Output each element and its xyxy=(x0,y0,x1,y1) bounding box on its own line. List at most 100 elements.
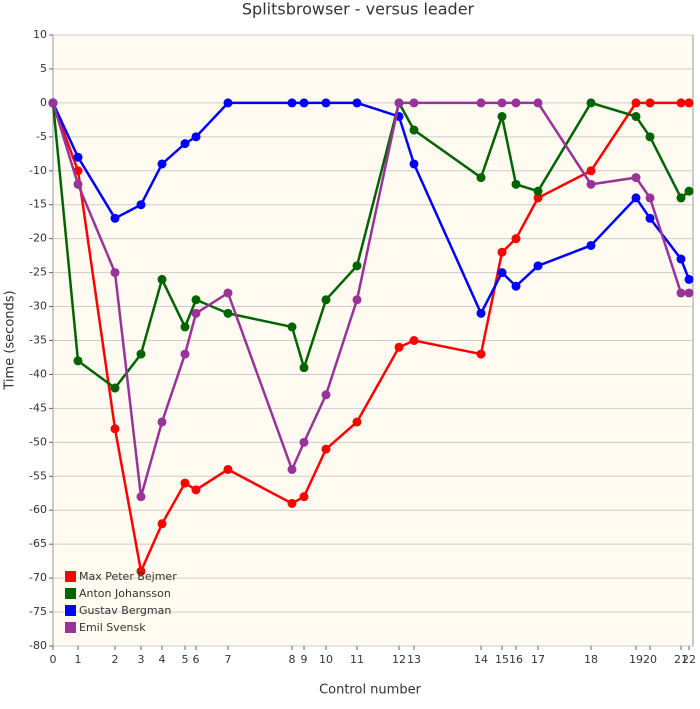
data-point xyxy=(321,444,331,454)
data-point xyxy=(136,492,146,502)
x-tick-label: 20 xyxy=(643,653,657,666)
data-point xyxy=(533,98,543,108)
data-point xyxy=(287,98,297,108)
y-tick-label: -10 xyxy=(29,164,47,177)
y-tick-label: -70 xyxy=(29,571,47,584)
data-point xyxy=(645,213,655,223)
data-point xyxy=(299,363,309,373)
y-tick-label: -40 xyxy=(29,367,47,380)
y-tick-label: 10 xyxy=(33,28,47,41)
y-tick-label: -35 xyxy=(29,334,47,347)
legend-swatch xyxy=(65,571,76,582)
x-tick-label: 17 xyxy=(531,653,545,666)
data-point xyxy=(191,308,201,318)
data-point xyxy=(511,98,521,108)
data-point xyxy=(157,159,167,169)
x-tick-label: 22 xyxy=(682,653,696,666)
y-tick-label: 0 xyxy=(40,96,47,109)
x-tick-label: 13 xyxy=(407,653,421,666)
data-point xyxy=(676,193,686,203)
y-tick-label: -55 xyxy=(29,469,47,482)
data-point xyxy=(191,132,201,142)
x-tick-label: 14 xyxy=(474,653,488,666)
x-tick-label: 1 xyxy=(75,653,82,666)
x-tick-label: 15 xyxy=(495,653,509,666)
data-point xyxy=(352,417,362,427)
data-point xyxy=(684,288,694,298)
x-tick-label: 10 xyxy=(319,653,333,666)
data-point xyxy=(223,464,233,474)
legend-label: Emil Svensk xyxy=(79,621,146,634)
data-point xyxy=(136,566,146,576)
data-point xyxy=(180,349,190,359)
legend-label: Max Peter Bejmer xyxy=(79,570,177,583)
data-point xyxy=(497,247,507,257)
y-tick-label: -65 xyxy=(29,537,47,550)
data-point xyxy=(352,98,362,108)
x-tick-label: 5 xyxy=(182,653,189,666)
legend-swatch xyxy=(65,588,76,599)
y-tick-label: -5 xyxy=(36,130,47,143)
chart-title: Splitsbrowser - versus leader xyxy=(242,0,475,19)
data-point xyxy=(287,322,297,332)
data-point xyxy=(110,213,120,223)
data-point xyxy=(631,193,641,203)
data-point xyxy=(586,179,596,189)
data-point xyxy=(586,240,596,250)
data-point xyxy=(684,274,694,284)
data-point xyxy=(497,111,507,121)
y-tick-label: 5 xyxy=(40,62,47,75)
data-point xyxy=(287,464,297,474)
x-tick-label: 4 xyxy=(159,653,166,666)
data-point xyxy=(223,288,233,298)
y-tick-label: -45 xyxy=(29,401,47,414)
data-point xyxy=(511,234,521,244)
data-point xyxy=(684,98,694,108)
x-tick-label: 7 xyxy=(225,653,232,666)
data-point xyxy=(180,322,190,332)
data-point xyxy=(299,492,309,502)
legend-swatch xyxy=(65,605,76,616)
data-point xyxy=(321,98,331,108)
x-tick-label: 11 xyxy=(350,653,364,666)
data-point xyxy=(676,98,686,108)
data-point xyxy=(191,295,201,305)
data-point xyxy=(511,281,521,291)
data-point xyxy=(476,349,486,359)
data-point xyxy=(676,288,686,298)
y-tick-label: -50 xyxy=(29,435,47,448)
data-point xyxy=(645,132,655,142)
y-tick-label: -60 xyxy=(29,503,47,516)
x-axis-label: Control number xyxy=(319,683,422,698)
data-point xyxy=(157,274,167,284)
data-point xyxy=(352,295,362,305)
data-point xyxy=(684,186,694,196)
data-point xyxy=(511,179,521,189)
data-point xyxy=(533,186,543,196)
data-point xyxy=(48,98,58,108)
data-point xyxy=(409,125,419,135)
data-point xyxy=(394,98,404,108)
data-point xyxy=(73,152,83,162)
data-point xyxy=(409,336,419,345)
data-point xyxy=(223,308,233,318)
x-tick-label: 19 xyxy=(629,653,643,666)
data-point xyxy=(321,295,331,305)
data-point xyxy=(631,98,641,108)
y-tick-label: -15 xyxy=(29,198,47,211)
x-tick-label: 9 xyxy=(301,653,308,666)
data-point xyxy=(223,98,233,108)
legend-label: Anton Johansson xyxy=(79,587,171,600)
data-point xyxy=(533,261,543,271)
data-point xyxy=(299,98,309,108)
data-point xyxy=(110,383,120,393)
x-tick-label: 2 xyxy=(112,653,119,666)
data-point xyxy=(180,139,190,149)
data-point xyxy=(476,98,486,108)
x-tick-label: 3 xyxy=(138,653,145,666)
data-point xyxy=(476,308,486,318)
data-point xyxy=(191,485,201,495)
data-point xyxy=(110,268,120,278)
